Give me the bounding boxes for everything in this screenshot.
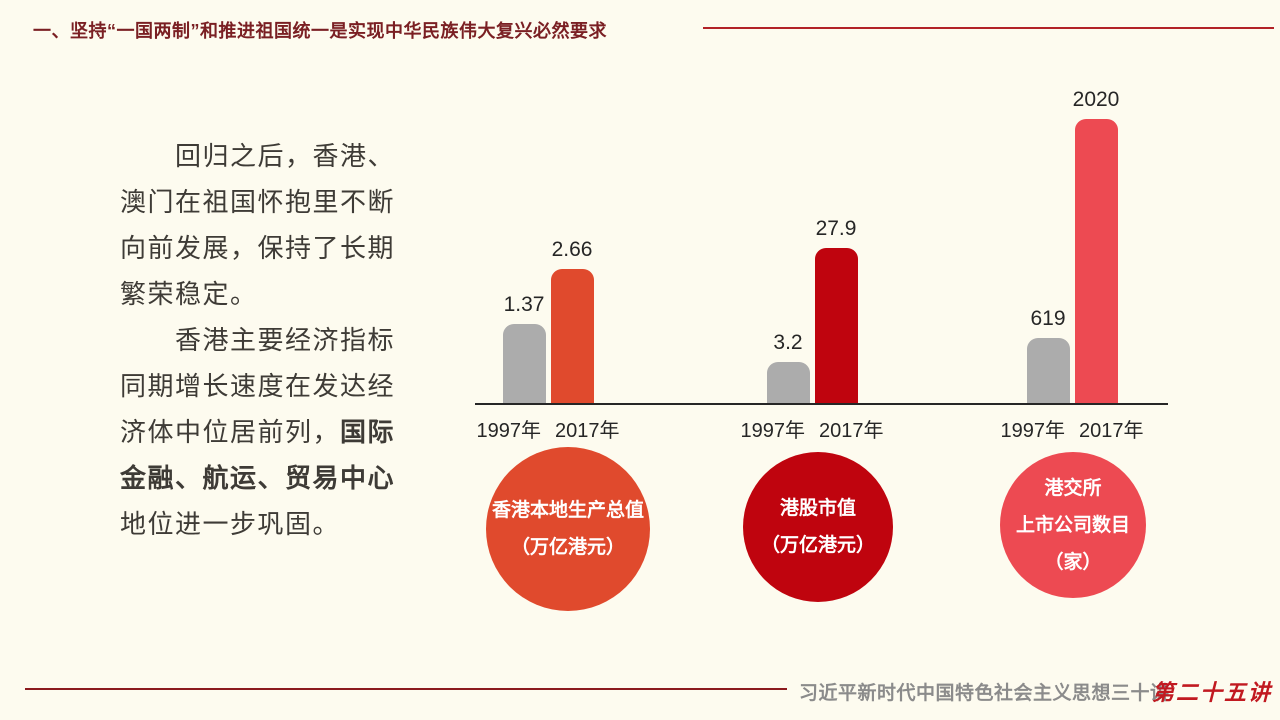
circle-label-line: 上市公司数目 [1015,514,1130,536]
category-labels: 1997年 2017年 [702,414,922,443]
bar [1026,338,1070,404]
bar-value-label: 619 [1030,307,1066,330]
category-labels: 1997年 2017年 [962,414,1182,443]
body-text-bold-segment: 国际 [340,417,396,447]
bar-value-label: 27.9 [815,217,857,240]
circle-label-line: （万亿港元） [760,535,875,556]
header-rule-line [703,27,1274,29]
info-circle: 港交所上市公司数目 （家） [1000,452,1146,598]
footer-rule-line [25,688,787,690]
body-text-segment: 同期增长速度在发达经 [120,371,396,401]
body-text-segment: 澳门在祖国怀抱里不断 [120,187,396,217]
bar [814,248,858,404]
body-text-line: 同期增长速度在发达经 [120,363,420,409]
body-text-line: 香港主要经济指标 [120,317,420,363]
info-circle: 港股市值 （万亿港元） [743,452,893,602]
bar [1074,119,1118,404]
circle-label-line: （万亿港元） [510,537,625,558]
body-text-line: 济体中位居前列，国际 [120,409,420,455]
body-text-segment: 香港主要经济指标 [175,325,396,355]
circle-label-line: 港股市值 [779,498,856,519]
category-labels: 1997年 2017年 [438,414,658,443]
circle-label-line: 港交所 [1044,477,1102,499]
body-text-segment: 向前发展，保持了长期 [120,233,396,263]
body-text-line: 地位进一步巩固。 [120,501,420,547]
bar [502,324,546,404]
body-text-line: 金融、航运、贸易中心 [120,455,420,501]
circle-label-line: （家） [1044,551,1102,573]
body-text-line: 繁荣稳定。 [120,271,420,317]
body-text-segment: 繁荣稳定。 [120,279,258,309]
bar-value-label: 2.66 [551,238,593,261]
bar-value-label: 1.37 [503,293,545,316]
bar-value-label: 3.2 [773,331,803,354]
info-circle: 香港本地生产总值 （万亿港元） [486,447,650,611]
body-text-line: 向前发展，保持了长期 [120,225,420,271]
x-axis-line [475,403,1168,405]
bar [766,362,810,404]
category-label: 2017年 [1079,420,1144,442]
category-label: 2017年 [819,420,884,442]
body-text-segment: 济体中位居前列， [120,417,341,447]
category-label: 2017年 [555,420,620,442]
body-text-segment: 回归之后，香港、 [175,141,396,171]
bar [550,269,594,404]
category-label: 1997年 [740,420,806,442]
header-title: 一、坚持“一国两制”和推进祖国统一是实现中华民族伟大复兴必然要求 [33,21,607,41]
body-text-line: 澳门在祖国怀抱里不断 [120,179,420,225]
category-label: 1997年 [1000,420,1066,442]
body-text-line: 回归之后，香港、 [120,133,420,179]
body-text: 回归之后，香港、澳门在祖国怀抱里不断 向前发展，保持了长期 繁荣稳定。香港主要经济指… [120,133,420,547]
footer-lecture-badge: 第二十五讲 [1152,680,1273,706]
footer-series-title: 习近平新时代中国特色社会主义思想三十讲 [799,683,1170,704]
bar-value-label: 2020 [1072,88,1120,111]
body-text-segment: 地位进一步巩固。 [120,509,341,539]
category-label: 1997年 [476,420,542,442]
body-text-bold-segment: 金融、航运、贸易中心 [120,463,396,493]
circle-label-line: 香港本地生产总值 [491,500,644,521]
